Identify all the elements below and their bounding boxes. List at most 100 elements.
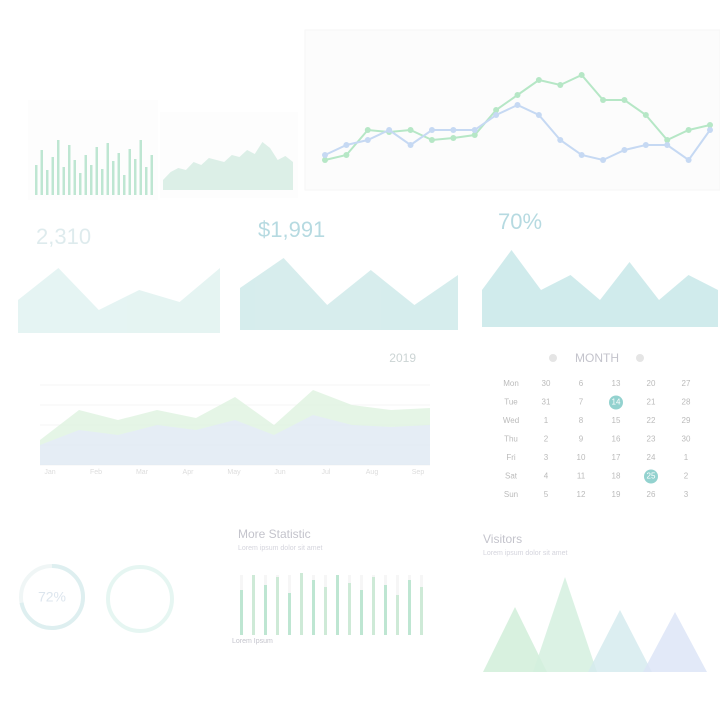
point	[557, 82, 564, 88]
point	[664, 142, 671, 148]
donut-label: 72%	[38, 589, 66, 605]
bar	[408, 580, 411, 635]
x-tick-label: Jun	[274, 469, 285, 476]
bar	[300, 573, 303, 635]
bar	[312, 580, 315, 635]
day: 22	[647, 416, 656, 425]
bar	[134, 159, 137, 195]
day: 2	[684, 472, 689, 481]
stat-area	[18, 268, 220, 333]
bar	[68, 145, 71, 195]
day: 18	[612, 472, 621, 481]
day: 13	[612, 379, 621, 388]
bar	[40, 150, 43, 195]
bar	[101, 169, 104, 195]
day: 30	[542, 379, 551, 388]
x-tick-label: Jan	[44, 469, 55, 476]
bar	[150, 155, 153, 195]
prev-button[interactable]	[549, 354, 557, 362]
day: 14	[612, 398, 621, 407]
bar	[106, 143, 109, 195]
bar	[90, 165, 93, 195]
bar	[348, 583, 351, 635]
area	[163, 142, 293, 190]
bar	[79, 173, 82, 195]
day: 8	[579, 416, 584, 425]
stat-value: 70%	[498, 209, 542, 234]
point	[685, 157, 692, 163]
point	[407, 127, 414, 133]
year: 2019	[389, 351, 416, 365]
point	[471, 127, 478, 133]
point	[407, 142, 414, 148]
x-tick-label: Apr	[183, 469, 195, 476]
point	[322, 152, 328, 158]
selected-day	[609, 395, 623, 410]
point	[664, 137, 671, 143]
point	[535, 77, 542, 83]
bar	[384, 585, 387, 635]
day: 19	[612, 490, 621, 499]
area-panel	[160, 112, 298, 198]
day: 11	[577, 472, 586, 481]
section-subtitle: Lorem ipsum dolor sit amet	[483, 550, 567, 557]
bar	[252, 575, 255, 635]
day: 1	[544, 416, 549, 425]
bar	[139, 140, 142, 195]
visitor-peak	[533, 577, 597, 672]
x-tick-label: Jul	[322, 469, 331, 476]
visitor-peak	[643, 612, 707, 672]
bar	[145, 167, 148, 195]
bar	[73, 160, 76, 195]
weekday: Sun	[504, 490, 518, 499]
point	[364, 127, 371, 133]
day: 20	[647, 379, 656, 388]
point	[707, 122, 713, 128]
day: 30	[682, 435, 691, 444]
day: 24	[647, 453, 656, 462]
bar	[240, 590, 243, 635]
day: 2	[544, 435, 549, 444]
bar	[35, 165, 38, 195]
line-panel	[304, 29, 720, 191]
bar	[84, 155, 87, 195]
day: 15	[612, 416, 621, 425]
bar	[51, 157, 54, 195]
month-area	[40, 415, 430, 465]
next-button[interactable]	[636, 354, 644, 362]
point	[493, 112, 500, 118]
point	[578, 152, 585, 158]
section-subtitle: Lorem ipsum dolor sit amet	[238, 545, 322, 552]
bar	[95, 147, 98, 195]
day: 3	[684, 490, 689, 499]
day: 31	[542, 398, 551, 407]
day: 4	[544, 472, 549, 481]
point	[557, 137, 564, 143]
day: 21	[647, 398, 656, 407]
day: 9	[579, 435, 584, 444]
weekday: Wed	[503, 416, 519, 425]
weekday: Tue	[504, 398, 518, 407]
donut-ring	[106, 565, 174, 633]
point	[386, 127, 393, 133]
bar	[123, 175, 126, 195]
point	[621, 147, 628, 153]
bar	[112, 161, 115, 195]
day: 16	[612, 435, 621, 444]
stat-value: 2,310	[36, 224, 91, 249]
section-title: Visitors	[483, 532, 522, 546]
x-tick-label: Feb	[90, 469, 102, 476]
point	[514, 102, 521, 108]
calendar-title: MONTH	[575, 351, 619, 365]
point	[600, 97, 607, 103]
point	[428, 137, 435, 143]
day: 5	[544, 490, 549, 499]
month-area	[40, 390, 430, 465]
bar	[324, 587, 327, 635]
legend-label: Lorem Ipsum	[232, 638, 273, 645]
day: 28	[682, 398, 691, 407]
bar	[336, 575, 339, 635]
bar	[117, 153, 120, 195]
